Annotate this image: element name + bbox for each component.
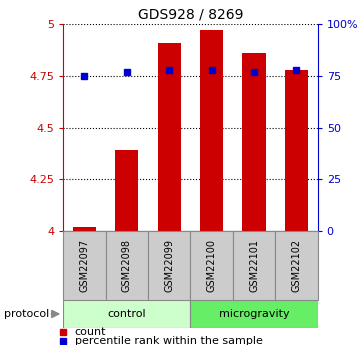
Bar bbox=[115, 150, 139, 231]
Text: protocol: protocol bbox=[4, 309, 49, 319]
Bar bbox=[191, 231, 233, 300]
Bar bbox=[200, 30, 223, 231]
Bar bbox=[285, 70, 308, 231]
Text: GSM22102: GSM22102 bbox=[291, 239, 301, 292]
Text: GSM22100: GSM22100 bbox=[206, 239, 217, 292]
Bar bbox=[148, 231, 191, 300]
Title: GDS928 / 8269: GDS928 / 8269 bbox=[138, 8, 243, 22]
Bar bbox=[63, 300, 191, 328]
Text: control: control bbox=[108, 309, 146, 319]
Text: percentile rank within the sample: percentile rank within the sample bbox=[75, 336, 263, 345]
Bar bbox=[73, 227, 96, 231]
Bar bbox=[105, 231, 148, 300]
Text: GSM22101: GSM22101 bbox=[249, 239, 259, 292]
Bar bbox=[275, 231, 318, 300]
Text: count: count bbox=[75, 327, 106, 337]
Text: GSM22097: GSM22097 bbox=[79, 239, 90, 292]
Text: GSM22098: GSM22098 bbox=[122, 239, 132, 292]
Bar bbox=[191, 300, 318, 328]
Bar bbox=[242, 53, 266, 231]
Text: microgravity: microgravity bbox=[219, 309, 290, 319]
Bar bbox=[157, 43, 181, 231]
Bar bbox=[63, 231, 105, 300]
Bar bbox=[233, 231, 275, 300]
Text: GSM22099: GSM22099 bbox=[164, 239, 174, 292]
